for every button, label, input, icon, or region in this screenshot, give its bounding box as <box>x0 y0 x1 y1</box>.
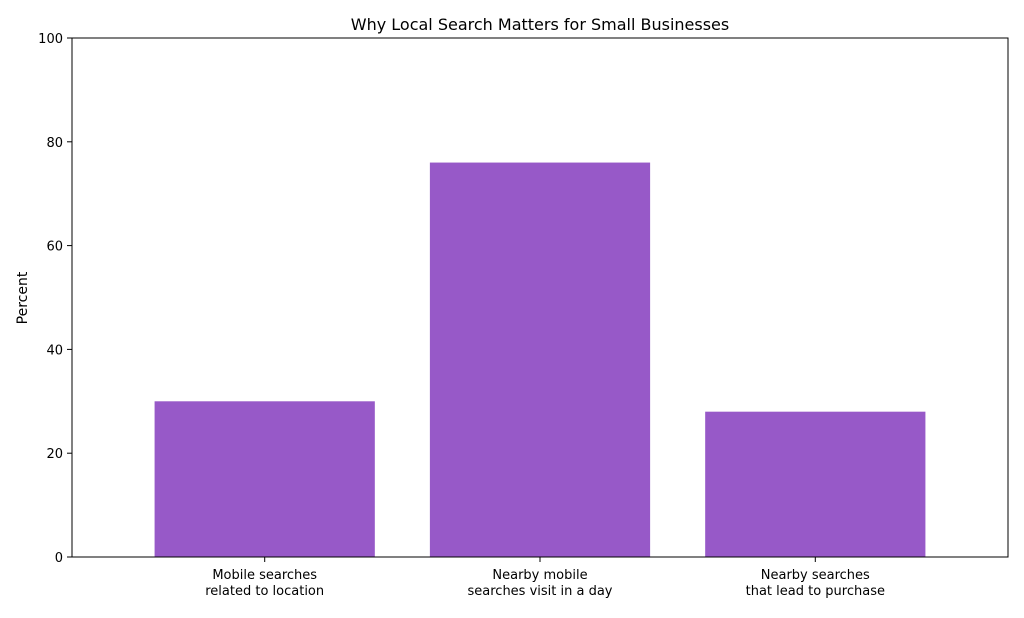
bars-layer <box>154 162 926 557</box>
chart-title: Why Local Search Matters for Small Busin… <box>351 15 729 34</box>
y-tick-label: 20 <box>46 447 63 462</box>
bar-1 <box>154 401 375 557</box>
y-tick-label: 40 <box>46 343 63 358</box>
y-tick-label: 0 <box>55 551 63 566</box>
y-ticks-layer: 0 20 40 60 80 100 <box>38 32 72 566</box>
x-tick-label: Nearby mobile <box>492 568 587 583</box>
y-tick-label: 60 <box>46 240 63 255</box>
bar-2 <box>429 162 651 557</box>
x-tick-label: searches visit in a day <box>468 584 613 599</box>
y-tick-label: 100 <box>38 32 63 47</box>
x-tick-label: related to location <box>205 584 324 599</box>
bar-3 <box>705 411 926 557</box>
x-tick-label: Nearby searches <box>761 568 870 583</box>
y-tick-label: 80 <box>46 136 63 151</box>
x-tick-label: that lead to purchase <box>746 584 885 599</box>
y-axis-label: Percent <box>15 271 31 324</box>
x-tick-label: Mobile searches <box>212 568 317 583</box>
